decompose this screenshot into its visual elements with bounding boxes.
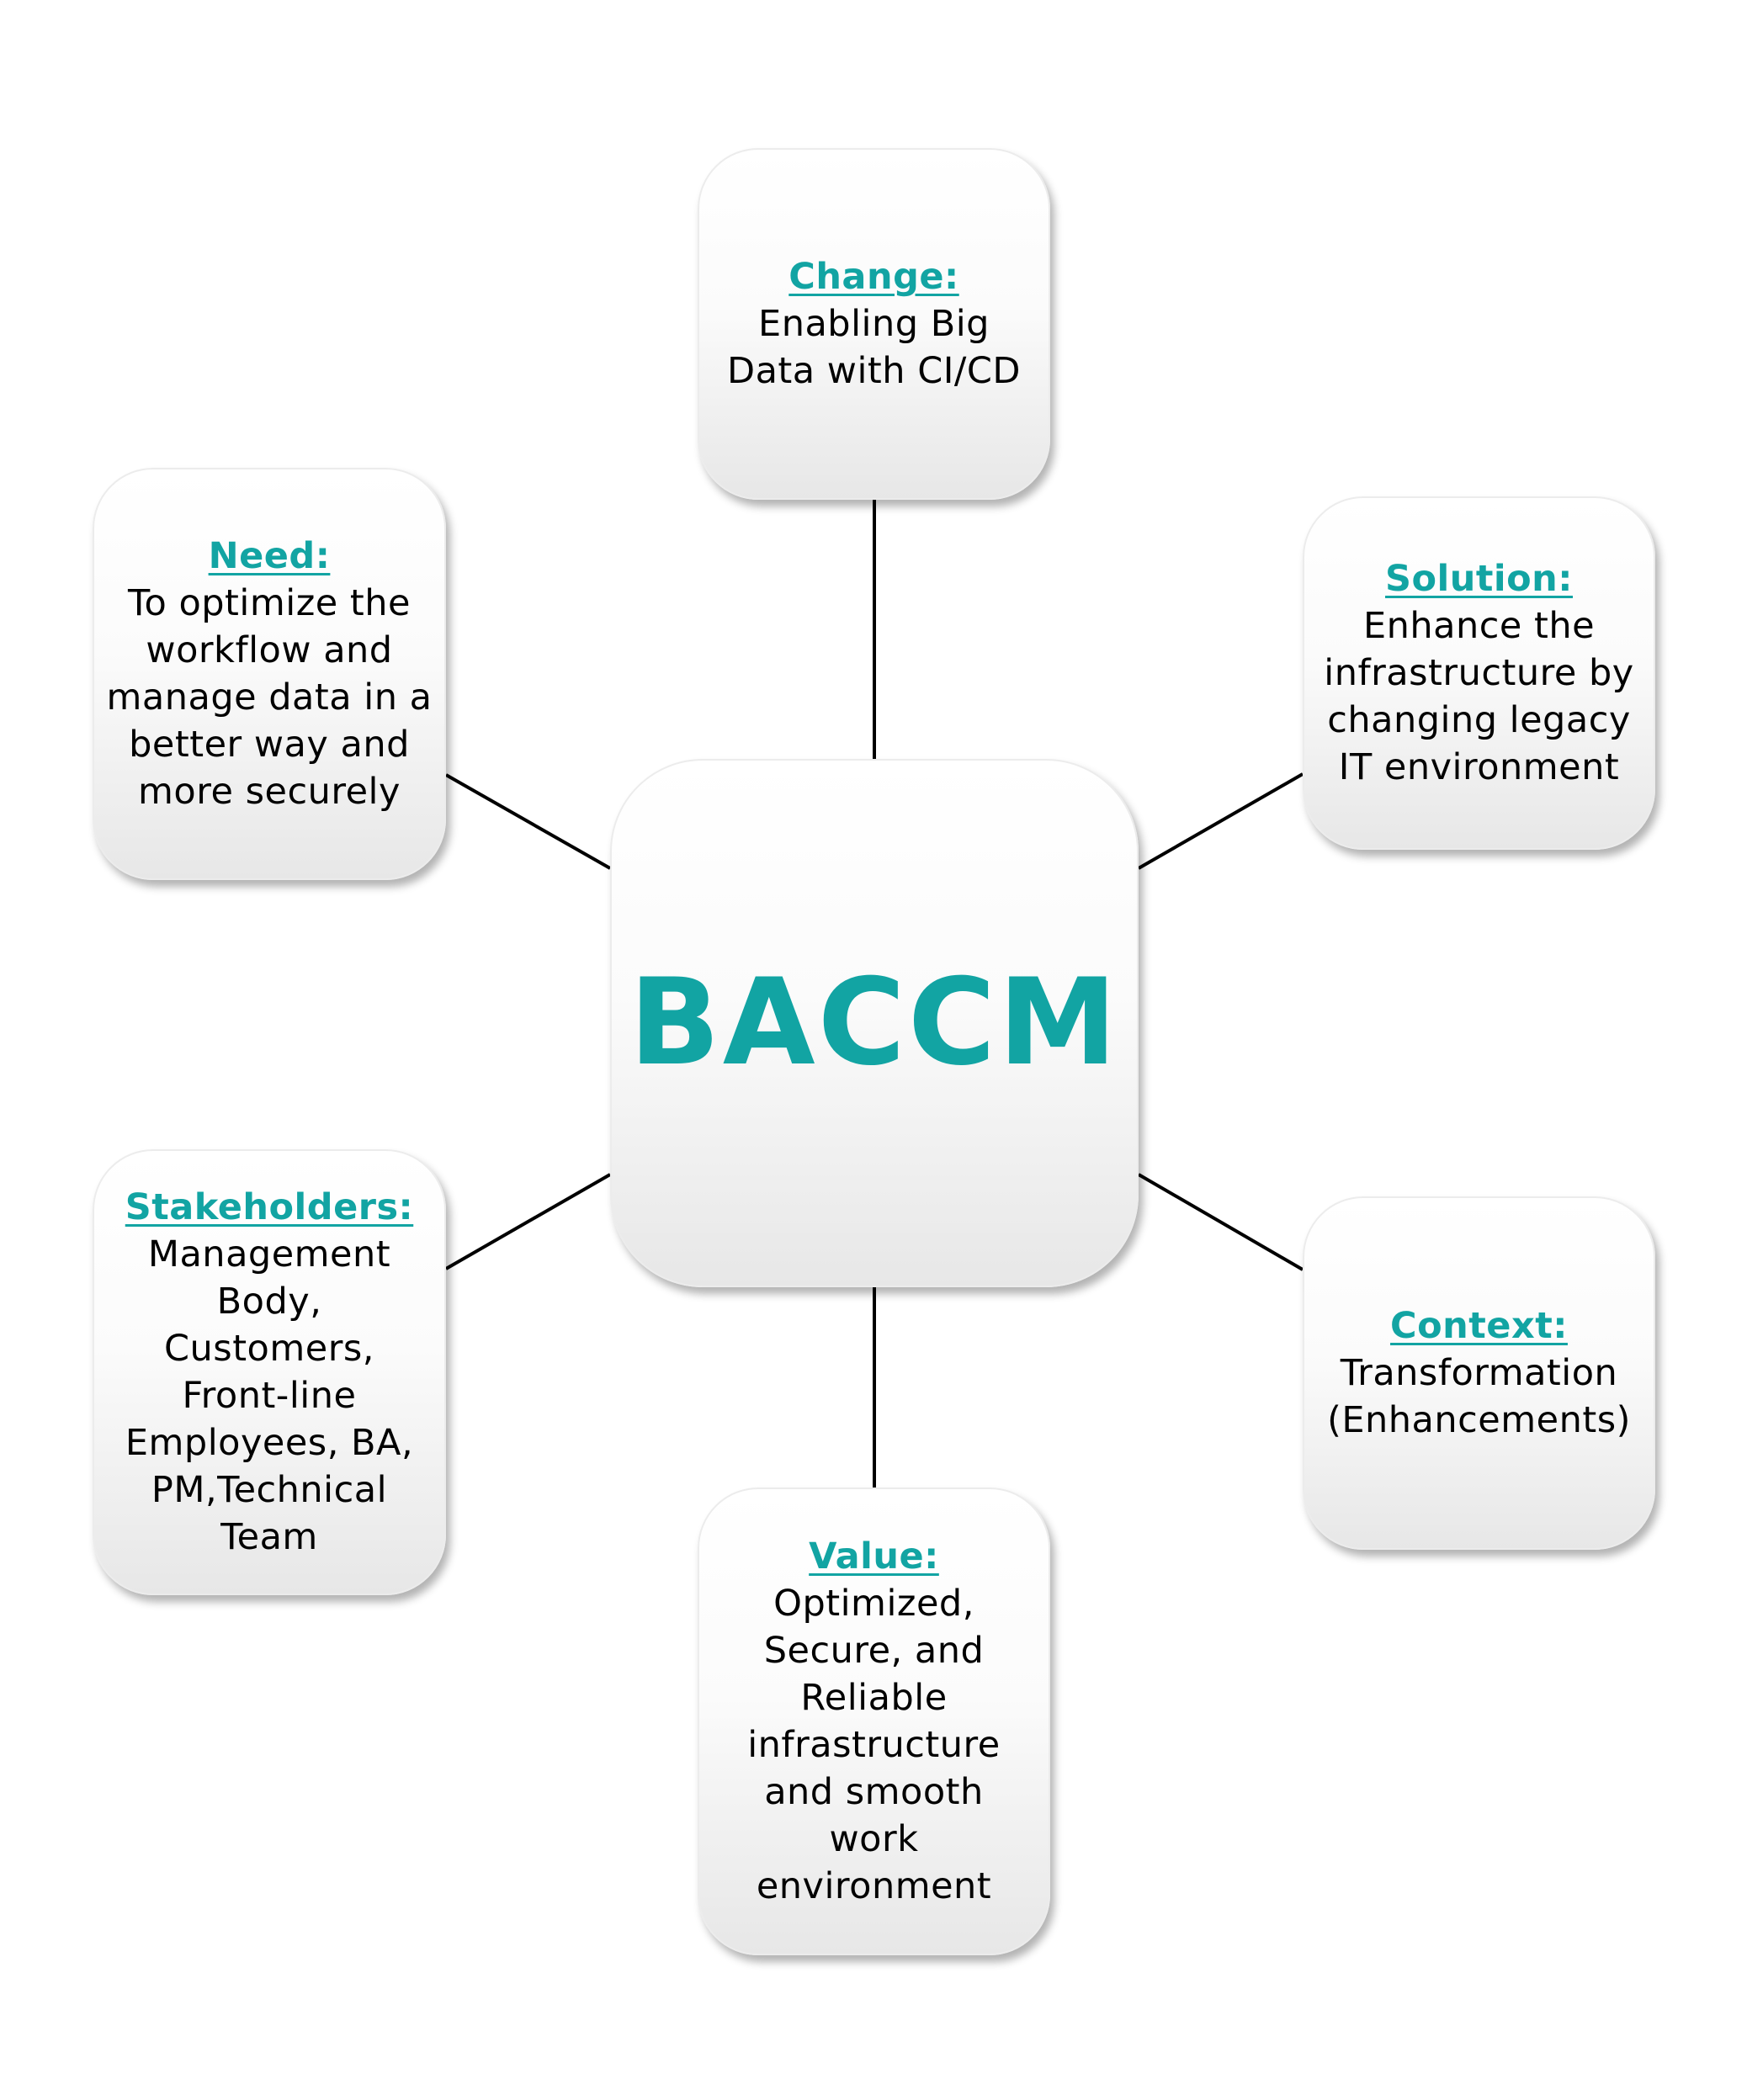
context-card: Context: Transformation (Enhancements) [1303, 1196, 1655, 1550]
stakeholders-line: Front-line [182, 1375, 357, 1417]
connector-context [1137, 1173, 1304, 1271]
value-line: infrastructure [747, 1724, 1001, 1766]
value-line: and smooth [764, 1771, 984, 1813]
context-line: Transformation [1340, 1352, 1618, 1394]
change-label: Change: [789, 256, 959, 298]
need-label: Need: [208, 535, 331, 577]
stakeholders-line: Body, [216, 1281, 322, 1323]
stakeholders-line: Team [220, 1516, 318, 1558]
solution-line: infrastructure by [1324, 652, 1634, 694]
solution-line: IT environment [1338, 746, 1620, 788]
value-line: Reliable [800, 1677, 948, 1719]
stakeholders-line: Customers, [164, 1328, 374, 1370]
value-line: work [829, 1818, 919, 1860]
connector-solution [1138, 772, 1304, 870]
change-line: Data with CI/CD [726, 350, 1022, 392]
need-line: manage data in a [106, 676, 433, 719]
baccm-center-card: BACCM [610, 759, 1139, 1287]
change-line: Enabling Big [758, 303, 990, 345]
center-title: BACCM [629, 953, 1120, 1092]
stakeholders-line: Management [147, 1233, 391, 1275]
stakeholders-label: Stakeholders: [125, 1186, 414, 1228]
value-card: Value: Optimized, Secure, and Reliable i… [698, 1488, 1050, 1955]
need-line: workflow and [146, 629, 393, 671]
need-card: Need: To optimize the workflow and manag… [93, 468, 446, 880]
need-line: more securely [138, 771, 401, 813]
solution-card: Solution: Enhance the infrastructure by … [1303, 496, 1655, 850]
value-line: Optimized, [773, 1583, 974, 1625]
value-line: Secure, and [763, 1630, 985, 1672]
value-line: environment [756, 1865, 992, 1907]
need-line: To optimize the [128, 582, 411, 624]
connector-need [445, 773, 611, 870]
stakeholders-line: Employees, BA, [125, 1422, 414, 1464]
connector-stakeholders [445, 1173, 611, 1270]
solution-label: Solution: [1384, 558, 1573, 600]
need-line: better way and [129, 724, 410, 766]
stakeholders-card: Stakeholders: Management Body, Customers… [93, 1149, 446, 1595]
solution-line: changing legacy [1327, 699, 1631, 741]
context-line: (Enhancements) [1327, 1399, 1631, 1441]
context-label: Context: [1390, 1305, 1568, 1347]
stakeholders-line: PM,Technical [151, 1469, 388, 1511]
value-label: Value: [809, 1535, 939, 1578]
solution-line: Enhance the [1362, 605, 1596, 647]
change-card: Change: Enabling Big Data with CI/CD [698, 148, 1050, 500]
